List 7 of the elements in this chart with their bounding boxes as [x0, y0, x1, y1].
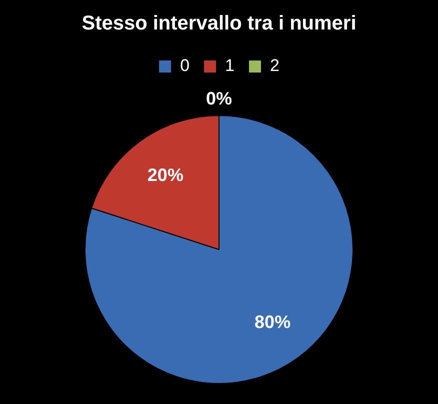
chart-title: Stesso intervallo tra i numeri — [82, 12, 356, 35]
data-label: 80% — [254, 312, 291, 332]
legend-label: 0 — [180, 56, 190, 76]
legend-label: 1 — [225, 56, 234, 76]
data-label: 20% — [147, 164, 184, 185]
legend-label: 2 — [270, 56, 280, 76]
text: 0% — [206, 88, 232, 108]
